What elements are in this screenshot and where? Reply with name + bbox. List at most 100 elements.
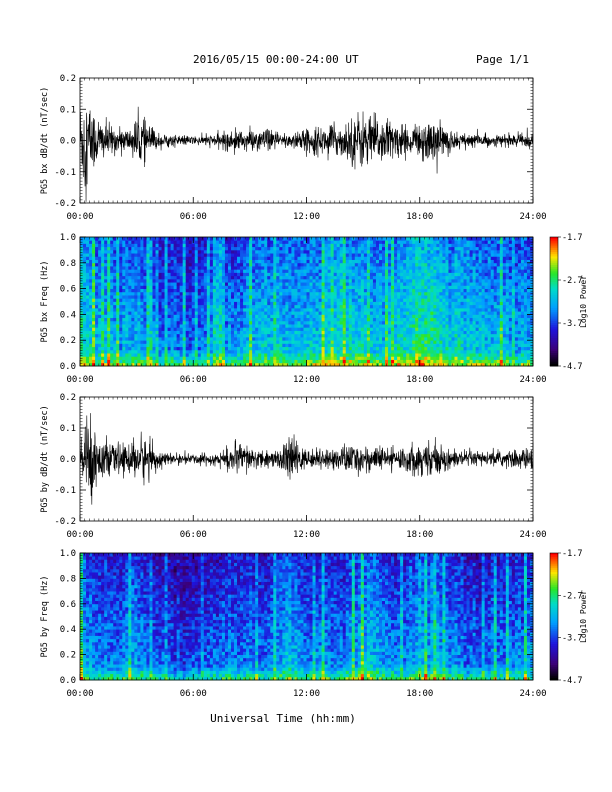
- spectrogram-cell: [95, 356, 99, 360]
- spectrogram-cell: [267, 307, 271, 312]
- spectrogram-cell: [351, 282, 356, 286]
- spectrogram-cell: [128, 295, 132, 299]
- y-tick-label: 0.0: [60, 137, 76, 147]
- spectrogram-cell: [203, 288, 208, 293]
- spectrogram-cell: [122, 266, 126, 270]
- spectrogram-cell: [330, 317, 335, 322]
- spectrogram-cell: [98, 249, 102, 254]
- spectrogram-cell: [354, 324, 359, 328]
- spectrogram-cell: [394, 272, 398, 277]
- spectrogram-cell: [418, 324, 422, 328]
- spectrogram-cell: [403, 353, 407, 357]
- spectrogram-cell: [206, 356, 211, 360]
- spectrogram-cell: [366, 275, 371, 280]
- spectrogram-cell: [424, 324, 428, 328]
- spectrogram-cell: [221, 356, 226, 360]
- spectrogram-cell: [345, 272, 350, 277]
- spectrogram-cell: [252, 301, 256, 306]
- spectrogram-cell: [372, 333, 377, 338]
- spectrogram-cell: [131, 291, 135, 296]
- spectrogram-cell: [321, 295, 326, 299]
- spectrogram-cell: [348, 307, 353, 312]
- spectrogram-cell: [345, 330, 350, 335]
- spectrogram-cell: [409, 301, 413, 306]
- spectrogram-cell: [116, 262, 120, 267]
- spectrogram-cell: [246, 275, 250, 280]
- spectrogram-cell: [185, 262, 190, 267]
- spectrogram-cell: [237, 317, 241, 322]
- spectrogram-cell: [224, 307, 229, 312]
- spectrogram-cell: [375, 349, 380, 354]
- spectrogram-cell: [170, 272, 175, 277]
- spectrogram-cell: [363, 240, 368, 244]
- spectrogram-cell: [378, 349, 383, 354]
- spectrogram-cell: [372, 362, 377, 367]
- spectrogram-cell: [397, 362, 401, 367]
- spectrogram-cell: [306, 304, 310, 309]
- spectrogram-cell: [424, 320, 428, 325]
- spectrogram-cell: [345, 340, 350, 344]
- spectrogram-cell: [80, 272, 84, 277]
- spectrogram-cell: [95, 266, 99, 270]
- spectrogram-cell: [291, 291, 295, 296]
- spectrogram-cell: [372, 282, 377, 286]
- spectrogram-cell: [309, 340, 313, 344]
- y-tick-label: 0.2: [60, 74, 76, 84]
- spectrogram-cell: [143, 291, 147, 296]
- spectrogram-cell: [345, 356, 350, 360]
- spectrogram-cell: [366, 304, 371, 309]
- spectrogram-cell: [86, 324, 90, 328]
- spectrogram-cell: [179, 353, 184, 357]
- spectrogram-cell: [424, 282, 428, 286]
- spectrogram-cell: [215, 288, 220, 293]
- spectrogram-cell: [237, 246, 241, 251]
- spectrogram-cell: [215, 243, 220, 248]
- spectrogram-cell: [321, 356, 326, 360]
- spectrogram-cell: [101, 262, 105, 267]
- spectrogram-cell: [300, 246, 304, 251]
- spectrogram-cell: [200, 282, 205, 286]
- spectrogram-cell: [203, 269, 208, 273]
- spectrogram-cell: [240, 301, 244, 306]
- spectrogram-cell: [327, 266, 332, 270]
- spectrogram-cell: [231, 240, 235, 244]
- spectrogram-cell: [333, 269, 338, 273]
- spectrogram-cell: [86, 278, 90, 283]
- spectrogram-cell: [134, 320, 138, 325]
- spectrogram-cell: [418, 343, 422, 348]
- spectrogram-cell: [252, 317, 256, 322]
- spectrogram-cell: [95, 295, 99, 299]
- spectrogram-cell: [80, 282, 84, 286]
- spectrogram-cell: [267, 240, 271, 244]
- spectrogram-cell: [140, 253, 144, 257]
- spectrogram-cell: [200, 359, 205, 364]
- spectrogram-cell: [345, 333, 350, 338]
- spectrogram-cell: [176, 291, 181, 296]
- spectrogram-cell: [137, 237, 141, 241]
- spectrogram-cell: [209, 285, 214, 290]
- spectrogram-cell: [391, 256, 395, 260]
- spectrogram-cell: [152, 353, 156, 357]
- spectrogram-cell: [243, 349, 247, 354]
- spectrogram-cell: [294, 295, 298, 299]
- spectrogram-cell: [89, 301, 93, 306]
- spectrogram-cell: [155, 237, 159, 241]
- spectrogram-cell: [309, 320, 313, 325]
- spectrogram-cell: [309, 349, 313, 354]
- spectrogram-cell: [246, 249, 250, 254]
- spectrogram-cell: [206, 362, 211, 367]
- spectrogram-cell: [101, 311, 105, 315]
- spectrogram-cell: [282, 362, 286, 367]
- spectrogram-cell: [409, 317, 413, 322]
- spectrogram-cell: [258, 282, 262, 286]
- spectrogram-cell: [276, 301, 280, 306]
- spectrogram-cell: [116, 256, 120, 260]
- spectrogram-cell: [375, 301, 380, 306]
- spectrogram-cell: [146, 359, 150, 364]
- spectrogram-cell: [131, 278, 135, 283]
- spectrogram-cell: [249, 285, 253, 290]
- spectrogram-cell: [125, 333, 129, 338]
- spectrogram-cell: [255, 330, 259, 335]
- spectrogram-cell: [197, 320, 202, 325]
- spectrogram-cell: [197, 336, 202, 341]
